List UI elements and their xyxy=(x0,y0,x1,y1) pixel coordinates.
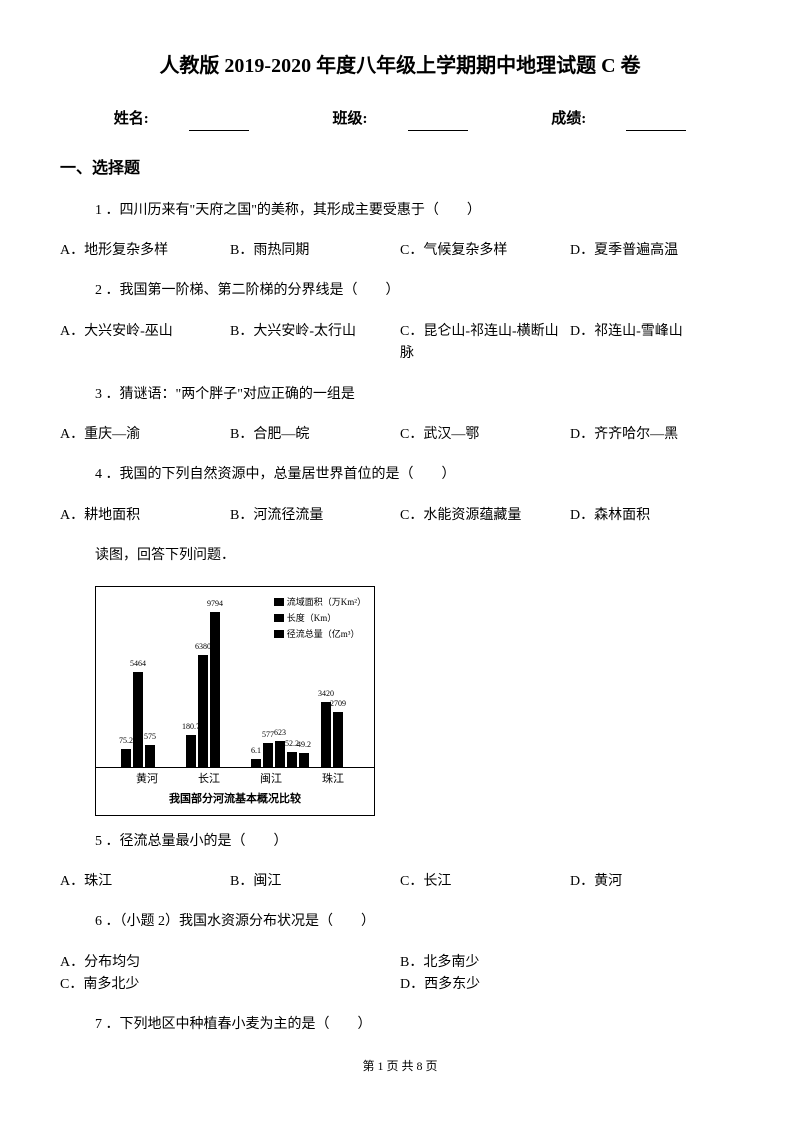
exam-title: 人教版 2019-2020 年度八年级上学期期中地理试题 C 卷 xyxy=(60,50,740,82)
student-info-line: 姓名: 班级: 成绩: xyxy=(60,107,740,131)
question-3: 3 ．猜谜语："两个胖子"对应正确的一组是 xyxy=(60,384,740,406)
q2-option-c[interactable]: C．昆仑山-祁连山-横断山脉 xyxy=(400,321,570,366)
q4-option-a[interactable]: A．耕地面积 xyxy=(60,505,230,527)
q5-option-c[interactable]: C．长江 xyxy=(400,871,570,893)
q4-option-b[interactable]: B．河流径流量 xyxy=(230,505,400,527)
question-5-options: A．珠江 B．闽江 C．长江 D．黄河 xyxy=(60,871,740,893)
chart-intro: 读图，回答下列问题． xyxy=(60,545,740,567)
q3-option-b[interactable]: B．合肥—皖 xyxy=(230,424,400,446)
name-blank[interactable] xyxy=(189,115,249,131)
question-1-options: A．地形复杂多样 B．雨热同期 C．气候复杂多样 D．夏季普遍高温 xyxy=(60,240,740,262)
question-2: 2 ．我国第一阶梯、第二阶梯的分界线是（ ） xyxy=(60,280,740,302)
q1-option-b[interactable]: B．雨热同期 xyxy=(230,240,400,262)
q6-option-a[interactable]: A．分布均匀 xyxy=(60,952,400,974)
question-4-options: A．耕地面积 B．河流径流量 C．水能资源蕴藏量 D．森林面积 xyxy=(60,505,740,527)
question-4: 4 ．我国的下列自然资源中，总量居世界首位的是（ ） xyxy=(60,464,740,486)
q4-option-c[interactable]: C．水能资源蕴藏量 xyxy=(400,505,570,527)
chart-caption: 我国部分河流基本概况比较 xyxy=(96,788,374,812)
question-3-options: A．重庆—渝 B．合肥—皖 C．武汉—鄂 D．齐齐哈尔—黑 xyxy=(60,424,740,446)
q3-option-a[interactable]: A．重庆—渝 xyxy=(60,424,230,446)
q1-option-d[interactable]: D．夏季普遍高温 xyxy=(570,240,740,262)
q5-option-b[interactable]: B．闽江 xyxy=(230,871,400,893)
class-label: 班级: xyxy=(313,111,488,127)
question-7: 7 ．下列地区中种植春小麦为主的是（ ） xyxy=(60,1014,740,1036)
q3-option-d[interactable]: D．齐齐哈尔—黑 xyxy=(570,424,740,446)
q6-option-c[interactable]: C．南多北少 xyxy=(60,974,400,996)
class-blank[interactable] xyxy=(408,115,468,131)
question-1: 1 ．四川历来有"天府之国"的美称，其形成主要受惠于（ ） xyxy=(60,200,740,222)
q1-option-c[interactable]: C．气候复杂多样 xyxy=(400,240,570,262)
q3-option-c[interactable]: C．武汉—鄂 xyxy=(400,424,570,446)
name-label: 姓名: xyxy=(94,111,269,127)
chart-area: 75.2 5464 575 180.7 6380 9794 6.1 577 62… xyxy=(96,587,374,767)
question-6-options: A．分布均匀 B．北多南少 C．南多北少 D．西多东少 xyxy=(60,952,740,997)
section-1-header: 一、选择题 xyxy=(60,156,740,182)
question-6: 6 ．（小题 2）我国水资源分布状况是（ ） xyxy=(60,911,740,933)
q2-option-b[interactable]: B．大兴安岭-太行山 xyxy=(230,321,400,366)
score-label: 成绩: xyxy=(531,111,706,127)
page-footer: 第 1 页 共 8 页 xyxy=(60,1057,740,1076)
rivers-chart: 流域面积（万Km²） 长度（Km） 径流总量（亿m³） 75.2 5464 57… xyxy=(95,586,375,816)
q4-option-d[interactable]: D．森林面积 xyxy=(570,505,740,527)
chart-x-labels: 黄河 长江 闽江 珠江 xyxy=(96,767,374,789)
q2-option-d[interactable]: D．祁连山-雪峰山 xyxy=(570,321,740,366)
q1-option-a[interactable]: A．地形复杂多样 xyxy=(60,240,230,262)
score-blank[interactable] xyxy=(626,115,686,131)
q2-option-a[interactable]: A．大兴安岭-巫山 xyxy=(60,321,230,366)
q6-option-d[interactable]: D．西多东少 xyxy=(400,974,740,996)
question-5: 5 ．径流总量最小的是（ ） xyxy=(60,831,740,853)
q6-option-b[interactable]: B．北多南少 xyxy=(400,952,740,974)
q5-option-d[interactable]: D．黄河 xyxy=(570,871,740,893)
question-2-options: A．大兴安岭-巫山 B．大兴安岭-太行山 C．昆仑山-祁连山-横断山脉 D．祁连… xyxy=(60,321,740,366)
q5-option-a[interactable]: A．珠江 xyxy=(60,871,230,893)
